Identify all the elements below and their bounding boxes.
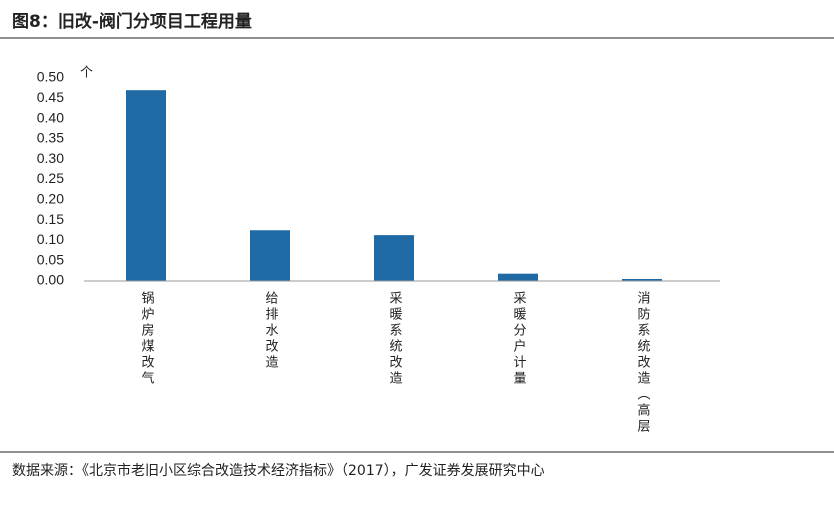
y-tick-label: 0.05 — [37, 251, 64, 267]
x-tick-label: 锅炉房煤改气 — [139, 290, 155, 387]
x-tick-label: 消防系统改造（高层 — [635, 291, 651, 435]
y-tick-label: 0.10 — [37, 231, 64, 247]
bar — [374, 235, 414, 281]
bar — [498, 273, 538, 281]
y-tick-label: 0.00 — [37, 272, 64, 288]
y-tick-label: 0.30 — [37, 150, 64, 166]
y-tick-label: 0.35 — [37, 130, 64, 146]
chart-title: 图8：旧改-阀门分项目工程用量 — [12, 11, 252, 32]
bar — [250, 230, 290, 281]
bar — [126, 90, 166, 282]
unit-label: 个 — [80, 66, 93, 81]
y-tick-label: 0.25 — [37, 170, 64, 186]
source-note: 数据来源：《北京市老旧小区综合改造技术经济指标》（2017），广发证券发展研究中… — [12, 462, 545, 479]
y-tick-label: 0.40 — [37, 109, 64, 125]
bar — [622, 278, 662, 281]
y-tick-label: 0.50 — [37, 69, 64, 85]
y-tick-label: 0.15 — [37, 211, 64, 227]
x-tick-label: 采暖系统改造 — [387, 291, 403, 387]
y-tick-label: 0.20 — [37, 191, 64, 207]
y-tick-label: 0.45 — [37, 89, 64, 105]
x-tick-label: 给排水改造 — [263, 291, 279, 371]
x-tick-label: 采暖分户计量 — [511, 291, 527, 387]
